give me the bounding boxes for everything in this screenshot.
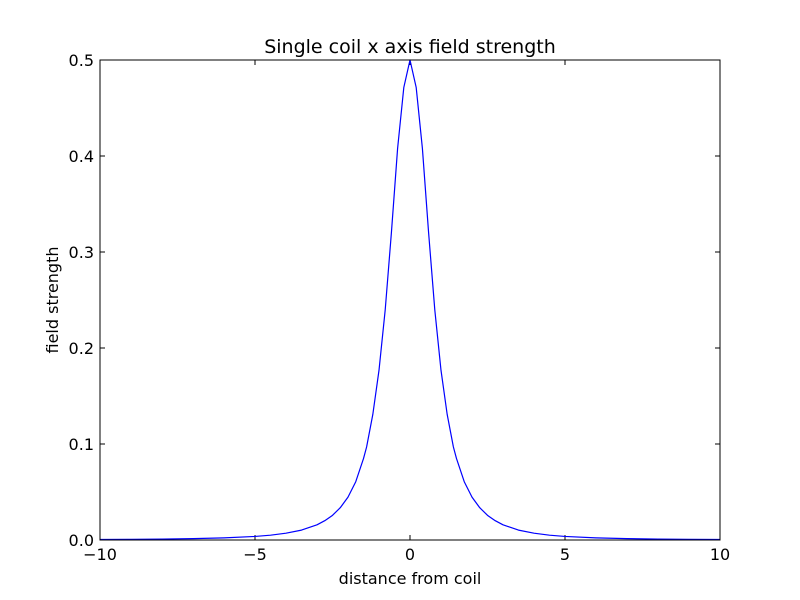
y-tick-label: 0.4 xyxy=(69,147,94,166)
y-tick-label: 0.1 xyxy=(69,435,94,454)
x-tick-label: −10 xyxy=(83,545,117,564)
x-tick-label: 0 xyxy=(405,545,415,564)
plot-frame xyxy=(99,59,721,541)
chart-title: Single coil x axis field strength xyxy=(264,36,556,58)
y-tick-label: 0.3 xyxy=(69,243,94,262)
y-tick-label: 0.0 xyxy=(69,531,94,550)
tick-group: −10 −5 0 5 10 0.0 0.1 0.2 0.3 0.4 0.5 xyxy=(69,51,731,564)
x-axis-label: distance from coil xyxy=(339,569,482,588)
y-tick-label: 0.2 xyxy=(69,339,94,358)
x-tick-label: 10 xyxy=(710,545,730,564)
x-tick-label: −5 xyxy=(243,545,267,564)
y-axis-label: field strength xyxy=(43,247,62,354)
y-tick-label: 0.5 xyxy=(69,51,94,70)
x-tick-label: 5 xyxy=(560,545,570,564)
